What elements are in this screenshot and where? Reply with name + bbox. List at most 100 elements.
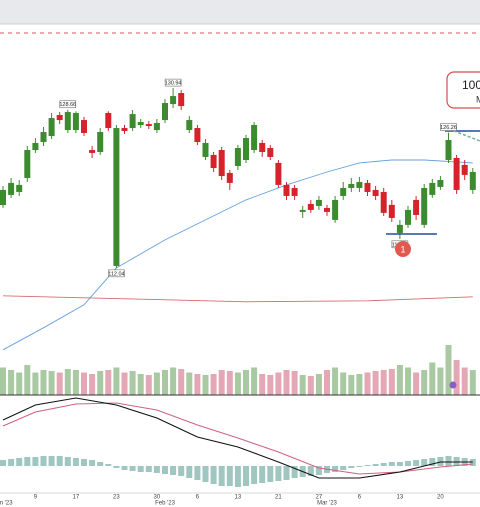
volume-bar	[32, 372, 39, 395]
callout-box	[446, 71, 480, 109]
volume-bar	[324, 370, 330, 395]
candle-body	[64, 112, 71, 131]
volume-bar	[437, 367, 444, 395]
macd-histogram-bar	[113, 466, 120, 468]
candle-body	[121, 128, 128, 131]
macd-histogram-bar	[0, 460, 6, 466]
x-tick-label: 9	[34, 495, 38, 501]
macd-histogram-bar	[364, 465, 371, 466]
candle-body	[299, 209, 306, 212]
x-tick-label: Mar '23	[317, 501, 337, 507]
candle-body	[8, 182, 15, 195]
macd-histogram-bar	[218, 466, 225, 486]
macd-histogram-bar	[81, 459, 87, 466]
volume-bar	[259, 374, 266, 395]
macd-histogram-bar	[421, 459, 428, 466]
volume-bar	[162, 370, 168, 395]
candle-body	[429, 182, 436, 195]
volume-bar	[234, 372, 241, 395]
volume-bar	[348, 375, 355, 395]
volume-bar	[356, 374, 363, 395]
volume-bar	[429, 362, 436, 395]
candle-body	[380, 191, 387, 213]
macd-histogram-bar	[24, 457, 31, 466]
macd-histogram-bar	[243, 466, 249, 486]
macd-histogram-bar	[396, 462, 403, 466]
price-label-box	[164, 78, 182, 87]
price-label-box	[108, 269, 125, 278]
volume-bar	[396, 365, 403, 395]
macd-histogram-bar	[129, 466, 136, 471]
candle-body	[243, 138, 249, 160]
macd-histogram-bar	[307, 466, 314, 476]
volume-bar	[145, 375, 152, 395]
candle-body	[218, 150, 225, 176]
top-bar	[0, 0, 480, 24]
volume-bar	[445, 345, 452, 395]
candle-body	[356, 181, 363, 188]
moving-average	[2, 295, 473, 303]
volume-bar	[315, 374, 322, 395]
candle-body	[89, 150, 96, 153]
candle-body	[137, 122, 144, 125]
volume-bar	[243, 370, 249, 395]
macd-histogram-bar	[226, 466, 233, 486]
x-tick-label: 6	[196, 495, 200, 501]
volume-bar	[153, 372, 160, 395]
volume-bar	[307, 376, 314, 395]
candle-body	[413, 199, 420, 215]
macd-histogram-bar	[89, 460, 96, 466]
volume-bar	[129, 371, 136, 395]
macd-histogram-bar	[48, 456, 55, 466]
macd-histogram-bar	[275, 466, 282, 481]
event-marker: 1	[395, 241, 411, 257]
macd-histogram-bar	[8, 459, 15, 466]
x-tick-label: 30	[154, 495, 161, 501]
candle-body	[388, 204, 395, 218]
candle-body	[24, 150, 31, 178]
callout: 100 M	[446, 71, 480, 109]
candle-body	[32, 142, 39, 151]
candle-body	[340, 187, 347, 196]
macd-histogram-bar	[153, 466, 160, 473]
candle-body	[364, 182, 371, 192]
lines-layer	[2, 159, 473, 351]
candle-body	[105, 113, 112, 129]
macd-histogram-bar	[445, 456, 452, 466]
price-label: 128.66	[59, 102, 76, 108]
volume-bar	[364, 372, 371, 395]
candle-body	[194, 128, 201, 143]
macd-histogram-bar	[413, 460, 420, 466]
callout-text: 100	[462, 78, 480, 92]
candle-body	[372, 189, 379, 196]
candle-body	[145, 124, 152, 127]
candle-body	[437, 179, 444, 187]
macd-histogram-bar	[348, 466, 355, 468]
macd-histogram-bar	[194, 466, 201, 480]
volume-bar	[105, 370, 112, 395]
macd-histogram-bar	[251, 466, 258, 484]
volume-bar	[89, 374, 96, 395]
x-tick-label: 17	[73, 495, 80, 501]
volume-bar	[48, 371, 55, 395]
candle-body	[170, 96, 177, 105]
volume-bar	[24, 365, 31, 395]
volume-bar	[170, 367, 177, 395]
price-label: 112.04	[108, 271, 124, 277]
marker-label: 1	[400, 244, 405, 254]
price-label: 126.26	[440, 125, 457, 131]
volume-bar	[8, 370, 15, 395]
volume-bar	[16, 372, 23, 395]
candle-body	[234, 148, 241, 166]
volume-bar	[210, 374, 217, 395]
volume-bar	[469, 370, 476, 395]
macd-histogram-bar	[372, 464, 379, 466]
macd-histogram-bar	[40, 456, 47, 466]
candle-body	[405, 209, 411, 225]
macd-histogram-bar	[97, 462, 104, 466]
candle-body	[283, 184, 290, 196]
volume-bar	[0, 367, 6, 395]
x-tick-label: Feb '23	[155, 501, 175, 507]
candle-body	[162, 103, 168, 121]
macd-histogram-bar	[429, 458, 436, 466]
